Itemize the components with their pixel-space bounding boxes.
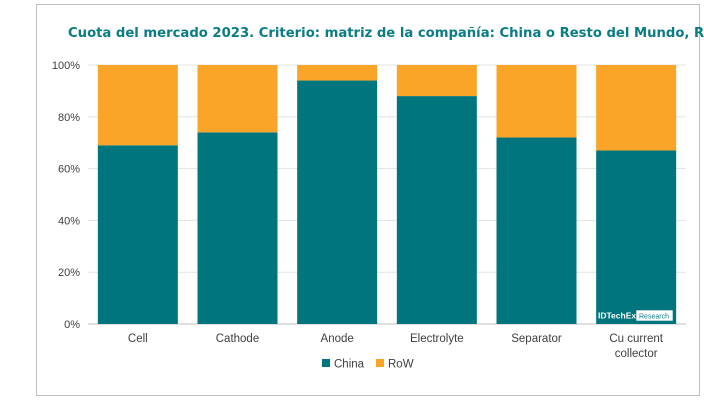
x-tick-label: Separator <box>511 333 562 345</box>
bar-row-anode <box>297 65 378 81</box>
y-tick-label: 40% <box>58 215 80 227</box>
legend-swatch-china <box>322 359 330 367</box>
bar-row-cu-current-collector <box>596 65 677 151</box>
watermark-brand: IDTechEx <box>598 311 636 321</box>
watermark-box-tag <box>635 309 674 322</box>
bar-stacks <box>97 65 677 324</box>
legend-label-row: RoW <box>388 359 414 371</box>
bar-china-anode <box>297 80 378 324</box>
x-tick-label: Electrolyte <box>410 333 464 345</box>
y-tick-label: 100% <box>52 60 80 72</box>
y-tick-label: 0% <box>64 319 80 331</box>
bar-china-cell <box>97 145 178 324</box>
x-tick-label: Cell <box>128 333 148 345</box>
x-tick-label: collector <box>615 348 658 360</box>
bar-china-cathode <box>197 132 278 324</box>
watermark-box-brand <box>597 310 635 321</box>
grid-lines <box>88 64 686 325</box>
bar-row-cell <box>97 65 178 146</box>
legend-swatch-row <box>376 359 384 367</box>
bar-china-electrolyte <box>396 96 477 324</box>
bar-row-cathode <box>197 65 278 133</box>
bar-china-cu-current-collector <box>596 150 677 324</box>
watermark-tag: Research <box>639 314 669 321</box>
legend-label-china: China <box>334 359 365 371</box>
bar-row-electrolyte <box>396 65 477 97</box>
y-tick-label: 80% <box>58 112 80 124</box>
bar-row-separator <box>496 65 577 138</box>
y-tick-label: 60% <box>58 164 80 176</box>
y-tick-labels: 0% 20% 40% 60% 80% 100% <box>52 60 80 331</box>
x-tick-label: Cathode <box>216 333 259 345</box>
chart-title: Cuota del mercado 2023. Criterio: matriz… <box>68 26 704 41</box>
x-tick-labels: Cell Cathode Anode Electrolyte Separator Cu c… <box>128 333 664 360</box>
idtechex-watermark: IDTechEx Research <box>597 309 674 322</box>
x-tick-label: Cu current <box>609 333 663 345</box>
x-tick-label: Anode <box>321 333 354 345</box>
legend: China RoW <box>322 359 414 371</box>
bar-china-separator <box>496 137 577 324</box>
y-tick-label: 20% <box>58 267 80 279</box>
